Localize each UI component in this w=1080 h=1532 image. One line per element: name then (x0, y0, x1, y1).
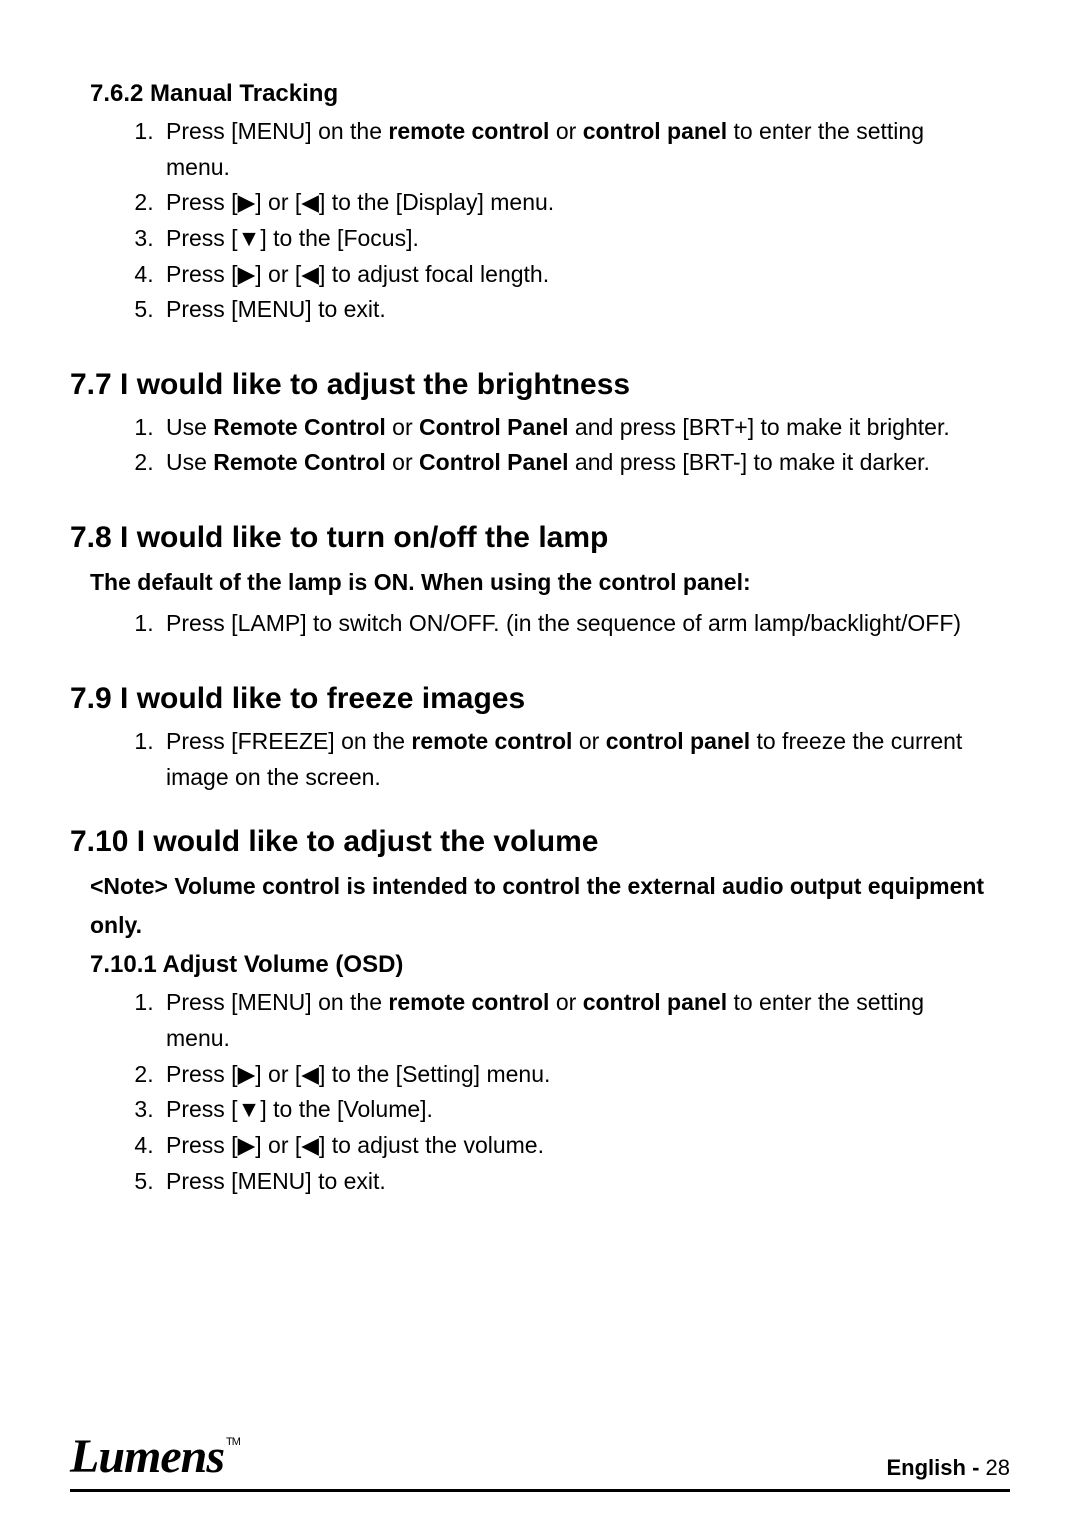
logo-text: Lumens (70, 1430, 224, 1483)
heading-7101: 7.10.1 Adjust Volume (OSD) (90, 951, 1010, 979)
list-item: Use Remote Control or Control Panel and … (160, 445, 1010, 481)
list-item: Press [LAMP] to switch ON/OFF. (in the s… (160, 606, 1010, 642)
heading-79: 7.9 I would like to freeze images (70, 682, 1010, 716)
text: and press [BRT+] to make it brighter. (569, 414, 950, 440)
text: or (572, 728, 605, 754)
page-footer: LumensTM English - 28 (70, 1433, 1010, 1492)
brand-logo: LumensTM (70, 1433, 240, 1481)
document-page: 7.6.2 Manual Tracking Press [MENU] on th… (0, 0, 1080, 1532)
text: Press [FREEZE] on the (166, 728, 411, 754)
heading-78: 7.8 I would like to turn on/off the lamp (70, 521, 1010, 555)
footer-divider (70, 1489, 1010, 1492)
list-item: Press [MENU] on the remote control or co… (160, 985, 1010, 1056)
heading-710: 7.10 I would like to adjust the volume (70, 825, 1010, 859)
language-label: English (887, 1455, 966, 1480)
text-bold: Control Panel (419, 414, 569, 440)
trademark-icon: TM (226, 1436, 240, 1448)
list-item: Press [FREEZE] on the remote control or … (160, 724, 1010, 795)
list-item: Press [▶] or [◀] to adjust focal length. (160, 257, 1010, 293)
separator: - (966, 1455, 986, 1480)
page-number: English - 28 (887, 1455, 1011, 1481)
steps-7101: Press [MENU] on the remote control or co… (130, 985, 1010, 1199)
text: or (549, 118, 582, 144)
text-bold: Remote Control (213, 449, 386, 475)
page-value: 28 (986, 1455, 1010, 1480)
list-item: Press [MENU] on the remote control or co… (160, 114, 1010, 185)
note-78: The default of the lamp is ON. When usin… (90, 563, 1010, 602)
text: or (549, 989, 582, 1015)
text: and press [BRT-] to make it darker. (569, 449, 930, 475)
list-item: Press [MENU] to exit. (160, 1164, 1010, 1200)
note-710: <Note> Volume control is intended to con… (90, 867, 1010, 945)
text-bold: control panel (583, 118, 727, 144)
text-bold: Remote Control (213, 414, 386, 440)
list-item: Press [MENU] to exit. (160, 292, 1010, 328)
text-bold: control panel (583, 989, 727, 1015)
text-bold: control panel (606, 728, 750, 754)
heading-77: 7.7 I would like to adjust the brightnes… (70, 368, 1010, 402)
text-bold: remote control (388, 989, 549, 1015)
text: Press [MENU] on the (166, 118, 388, 144)
text: Use (166, 414, 213, 440)
text-bold: Control Panel (419, 449, 569, 475)
list-item: Press [▶] or [◀] to the [Display] menu. (160, 185, 1010, 221)
list-item: Use Remote Control or Control Panel and … (160, 410, 1010, 446)
steps-78: Press [LAMP] to switch ON/OFF. (in the s… (130, 606, 1010, 642)
steps-77: Use Remote Control or Control Panel and … (130, 410, 1010, 481)
text: Use (166, 449, 213, 475)
text: or (386, 414, 419, 440)
text-bold: remote control (411, 728, 572, 754)
list-item: Press [▼] to the [Volume]. (160, 1092, 1010, 1128)
steps-79: Press [FREEZE] on the remote control or … (130, 724, 1010, 795)
list-item: Press [▶] or [◀] to adjust the volume. (160, 1128, 1010, 1164)
list-item: Press [▶] or [◀] to the [Setting] menu. (160, 1057, 1010, 1093)
heading-762: 7.6.2 Manual Tracking (90, 80, 1010, 108)
text-bold: remote control (388, 118, 549, 144)
steps-762: Press [MENU] on the remote control or co… (130, 114, 1010, 328)
text: Press [MENU] on the (166, 989, 388, 1015)
text: or (386, 449, 419, 475)
list-item: Press [▼] to the [Focus]. (160, 221, 1010, 257)
footer-row: LumensTM English - 28 (70, 1433, 1010, 1481)
